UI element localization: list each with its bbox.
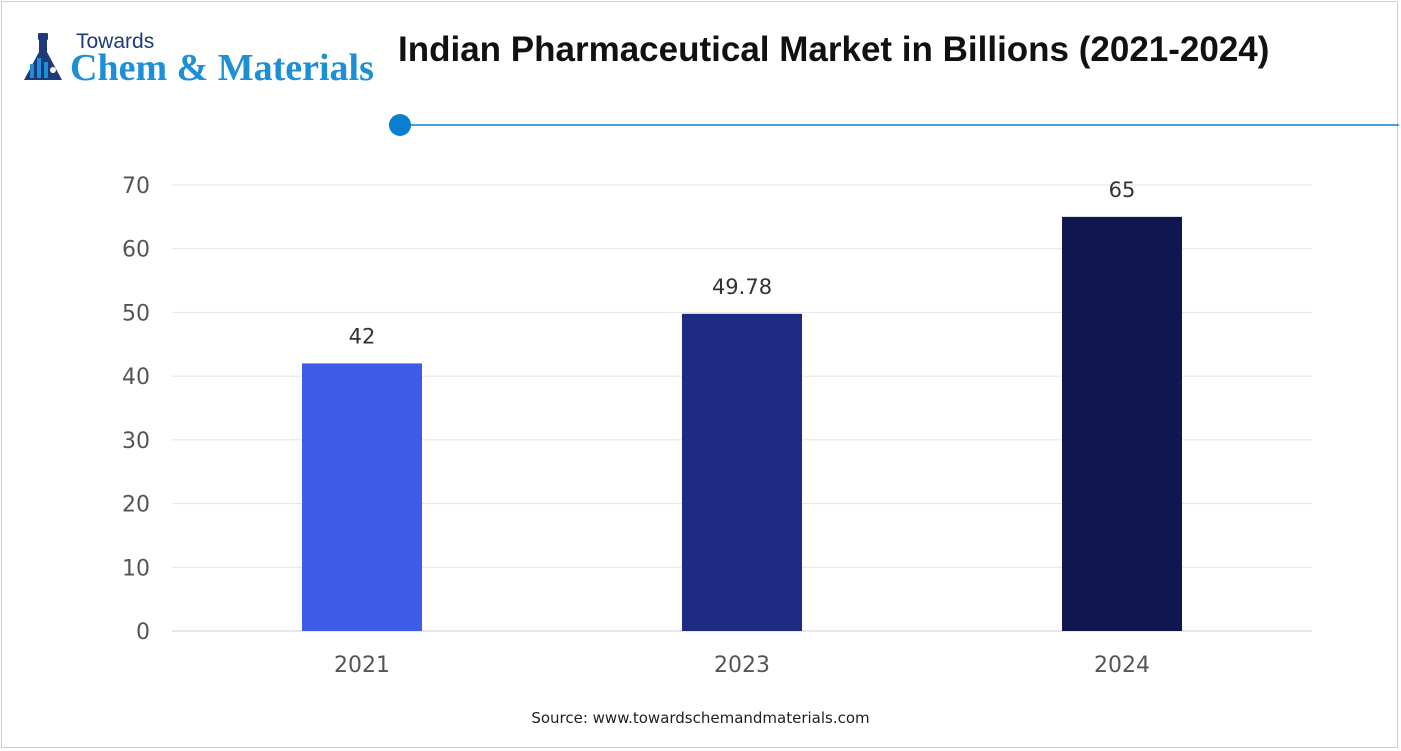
y-tick-label: 10 bbox=[122, 556, 150, 581]
source-note: Source: www.towardschemandmaterials.com bbox=[531, 709, 870, 727]
data-label: 65 bbox=[1109, 178, 1136, 202]
logo-towards-text: Towards bbox=[76, 30, 155, 53]
flask-logo-icon bbox=[24, 33, 62, 80]
x-tick-label: 2023 bbox=[714, 653, 770, 678]
y-tick-label: 40 bbox=[122, 365, 150, 390]
data-label: 42 bbox=[349, 324, 376, 348]
bar-2023 bbox=[682, 313, 802, 631]
chart-title: Indian Pharmaceutical Market in Billions… bbox=[398, 30, 1270, 69]
bar-2024 bbox=[1062, 216, 1182, 631]
brand-logo: Towards Chem & Materials bbox=[18, 28, 388, 89]
y-tick-label: 70 bbox=[122, 174, 150, 199]
x-tick-label: 2021 bbox=[334, 653, 390, 678]
y-tick-label: 30 bbox=[122, 429, 150, 454]
bar-2021 bbox=[302, 363, 422, 631]
data-label: 49.78 bbox=[712, 275, 772, 299]
y-tick-label: 0 bbox=[136, 620, 150, 645]
y-tick-label: 20 bbox=[122, 493, 150, 518]
x-tick-label: 2024 bbox=[1094, 653, 1150, 678]
logo-main-text: Chem & Materials bbox=[70, 47, 374, 89]
y-tick-label: 50 bbox=[122, 301, 150, 326]
y-tick-label: 60 bbox=[122, 238, 150, 263]
